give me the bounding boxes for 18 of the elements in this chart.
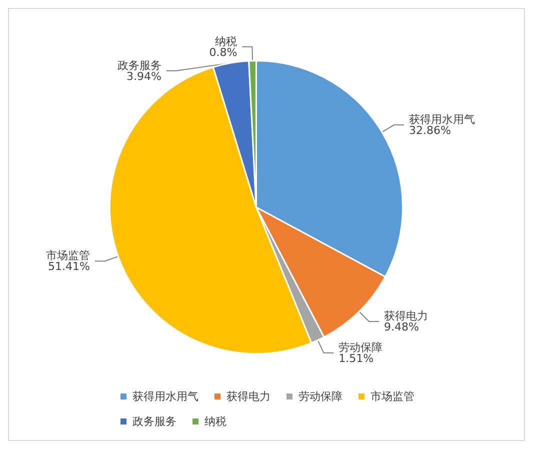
legend-label: 纳税 <box>204 415 226 428</box>
legend-label: 市场监管 <box>370 390 414 403</box>
slice-label: 获得电力 <box>384 309 428 322</box>
data-label: 32.86% <box>409 124 451 137</box>
data-label: 9.48% <box>384 320 419 334</box>
slice-label: 纳税 <box>215 34 238 48</box>
data-label: 0.8% <box>209 46 238 59</box>
legend-label: 获得电力 <box>226 390 270 403</box>
data-label: 3.94% <box>126 70 162 83</box>
slice-label: 获得用水用气 <box>409 112 476 126</box>
data-label: 1.51% <box>338 352 374 365</box>
legend-label: 劳动保障 <box>298 390 342 403</box>
legend-label: 政务服务 <box>132 415 176 428</box>
slice-label: 政务服务 <box>117 58 162 72</box>
slice-label: 劳动保障 <box>338 340 383 354</box>
legend-label: 获得用水用气 <box>132 390 198 403</box>
slice-label: 市场监管 <box>46 249 90 262</box>
data-label: 51.41% <box>48 260 90 274</box>
